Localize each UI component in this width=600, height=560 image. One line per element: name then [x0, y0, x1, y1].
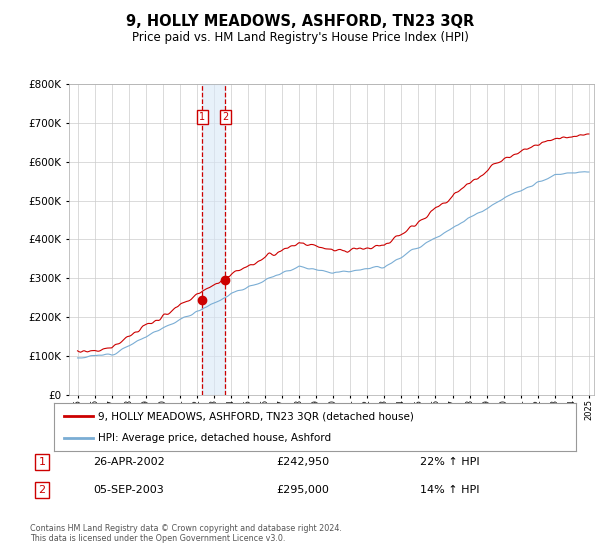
Text: HPI: Average price, detached house, Ashford: HPI: Average price, detached house, Ashf… [98, 433, 331, 443]
Text: 1: 1 [199, 112, 205, 122]
Text: 05-SEP-2003: 05-SEP-2003 [93, 485, 164, 495]
Text: Contains HM Land Registry data © Crown copyright and database right 2024.
This d: Contains HM Land Registry data © Crown c… [30, 524, 342, 543]
Text: 1: 1 [38, 457, 46, 467]
Bar [202, 84, 226, 395]
Text: 9, HOLLY MEADOWS, ASHFORD, TN23 3QR (detached house): 9, HOLLY MEADOWS, ASHFORD, TN23 3QR (det… [98, 411, 414, 421]
Text: 22% ↑ HPI: 22% ↑ HPI [420, 457, 479, 467]
Text: 26-APR-2002: 26-APR-2002 [93, 457, 165, 467]
Text: 9, HOLLY MEADOWS, ASHFORD, TN23 3QR: 9, HOLLY MEADOWS, ASHFORD, TN23 3QR [126, 14, 474, 29]
Text: 14% ↑ HPI: 14% ↑ HPI [420, 485, 479, 495]
Text: 2: 2 [38, 485, 46, 495]
Text: 2: 2 [223, 112, 229, 122]
Text: £242,950: £242,950 [276, 457, 329, 467]
Text: £295,000: £295,000 [276, 485, 329, 495]
Text: Price paid vs. HM Land Registry's House Price Index (HPI): Price paid vs. HM Land Registry's House … [131, 31, 469, 44]
